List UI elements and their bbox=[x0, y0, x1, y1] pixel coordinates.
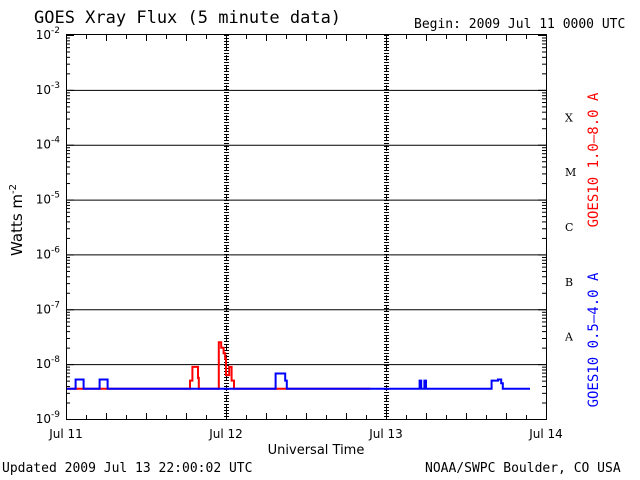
y-tick-label: 10-6 bbox=[36, 245, 61, 261]
series-long-channel-line bbox=[66, 341, 370, 390]
y-tick-label: 10-2 bbox=[36, 26, 60, 42]
flare-class-labels: A B C M X bbox=[564, 111, 576, 343]
y-tick-label: 10-4 bbox=[36, 136, 61, 152]
y-tick-label: 10-7 bbox=[36, 300, 60, 316]
x-tick-label: Jul 12 bbox=[208, 427, 243, 441]
flare-class-a: A bbox=[564, 331, 574, 344]
grid bbox=[66, 35, 546, 419]
plot-frame bbox=[66, 34, 547, 420]
credit-label: NOAA/SWPC Boulder, CO USA bbox=[425, 461, 621, 476]
y-tick-label: 10-8 bbox=[36, 355, 61, 371]
flare-class-b: B bbox=[565, 276, 573, 289]
x-tick-label: Jul 11 bbox=[48, 427, 83, 441]
legend-short-channel: GOES10 0.5–4.0 A bbox=[586, 272, 602, 407]
flare-class-c: C bbox=[565, 221, 573, 234]
y-tick-label: 10-5 bbox=[36, 191, 60, 207]
flare-class-m: M bbox=[565, 166, 576, 179]
data-series bbox=[66, 341, 530, 390]
x-tick-label: Jul 13 bbox=[368, 427, 403, 441]
series-short-channel-line bbox=[66, 372, 530, 390]
updated-timestamp: Updated 2009 Jul 13 22:00:02 UTC bbox=[2, 461, 253, 476]
x-tick-label: Jul 14 bbox=[528, 427, 563, 441]
x-axis-ticks: Jul 11 Jul 12 Jul 13 Jul 14 bbox=[48, 35, 563, 441]
flare-class-x: X bbox=[565, 111, 573, 124]
y-tick-label: 10-3 bbox=[36, 81, 60, 97]
chart-title: GOES Xray Flux (5 minute data) bbox=[34, 8, 342, 28]
y-tick-label: 10-9 bbox=[36, 410, 61, 426]
legend-long-channel: GOES10 1.0–8.0 A bbox=[586, 92, 602, 227]
y-axis-label: Watts m-2 bbox=[8, 184, 26, 256]
x-axis-label: Universal Time bbox=[268, 443, 365, 458]
begin-time-label: Begin: 2009 Jul 11 0000 UTC bbox=[414, 17, 626, 32]
y-axis-ticks: 10-9 10-8 10-7 10-6 10-5 10-4 10-3 10-2 bbox=[36, 26, 546, 426]
